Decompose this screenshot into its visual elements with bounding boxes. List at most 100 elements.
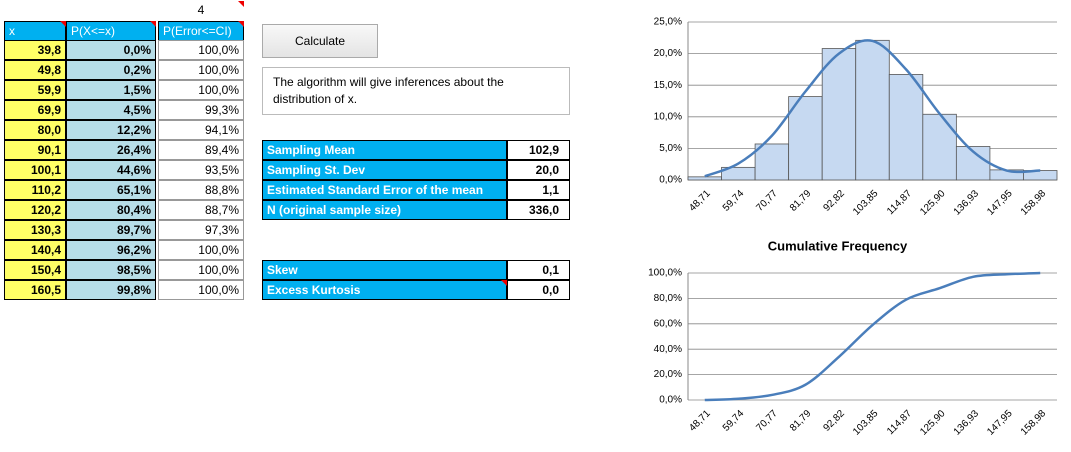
table-cell: 140,4 — [4, 240, 66, 260]
table-cell: 100,0% — [158, 40, 244, 60]
table-cell: 99,8% — [66, 280, 156, 300]
table-cell: 99,3% — [158, 100, 244, 120]
table-cell: 89,7% — [66, 220, 156, 240]
x-tick-label: 125,90 — [918, 188, 948, 218]
x-tick-label: 81,79 — [788, 408, 814, 434]
table-cell: 100,0% — [158, 80, 244, 100]
table-cell: 80,4% — [66, 200, 156, 220]
table-cell: 4,5% — [66, 100, 156, 120]
bar — [1023, 170, 1058, 181]
comment-marker — [501, 280, 507, 286]
stat-value: 0,1 — [507, 260, 570, 280]
stat-label: Sampling St. Dev — [262, 160, 507, 180]
table-cell: 90,1 — [4, 140, 66, 160]
stat-value: 1,1 — [507, 180, 570, 200]
comment-marker — [238, 1, 244, 7]
stat-label: Sampling Mean — [262, 140, 507, 160]
table-cell: 98,5% — [66, 260, 156, 280]
table-cell: 80,0 — [4, 120, 66, 140]
x-tick-label: 70,77 — [754, 408, 780, 434]
bar — [754, 143, 790, 181]
table-cell: 69,9 — [4, 100, 66, 120]
bar — [989, 169, 1024, 181]
column-header: P(Error<=CI) — [158, 21, 244, 41]
stat-value: 102,9 — [507, 140, 570, 160]
y-tick-label: 100,0% — [648, 268, 682, 279]
fit-curve — [704, 39, 1041, 178]
table-cell: 96,2% — [66, 240, 156, 260]
y-tick-label: 80,0% — [654, 293, 682, 304]
table-cell: 44,6% — [66, 160, 156, 180]
bar — [721, 166, 756, 181]
table-cell: 88,8% — [158, 180, 244, 200]
y-tick-label: 60,0% — [654, 318, 682, 329]
bar — [821, 48, 857, 181]
x-tick-label: 158,98 — [1019, 188, 1049, 218]
table-cell: 130,3 — [4, 220, 66, 240]
stat-value: 20,0 — [507, 160, 570, 180]
stat-label: Skew — [262, 260, 507, 280]
x-tick-label: 114,87 — [885, 408, 914, 437]
button[interactable]: Calculate — [262, 24, 378, 58]
x-tick-label: 81,79 — [788, 188, 814, 214]
table-cell: 100,0% — [158, 240, 244, 260]
x-tick-label: 70,77 — [754, 188, 780, 214]
table-cell: 93,5% — [158, 160, 244, 180]
bar — [788, 96, 823, 181]
bar — [687, 176, 722, 181]
y-tick-label: 5,0% — [659, 143, 682, 154]
bar — [888, 74, 924, 181]
table-cell: 110,2 — [4, 180, 66, 200]
stat-label: Estimated Standard Error of the mean — [262, 180, 507, 200]
y-tick-label: 25,0% — [654, 17, 682, 28]
column-header: x — [4, 21, 66, 41]
y-tick-label: 40,0% — [654, 344, 682, 355]
y-tick-label: 0,0% — [659, 175, 682, 186]
table-cell: 94,1% — [158, 120, 244, 140]
x-tick-label: 103,85 — [851, 188, 881, 218]
x-tick-label: 125,90 — [918, 408, 948, 438]
y-tick-label: 15,0% — [654, 80, 682, 91]
note: The algorithm will give inferences about… — [262, 67, 570, 115]
ci-value: 4 — [197, 3, 205, 17]
column-header: P(X<=x) — [66, 21, 156, 41]
x-tick-label: 103,85 — [851, 408, 881, 438]
table-cell: 1,5% — [66, 80, 156, 100]
stat-value: 336,0 — [507, 200, 570, 220]
y-tick-label: 10,0% — [654, 111, 682, 122]
stat-label: N (original sample size) — [262, 200, 507, 220]
table-cell: 100,0% — [158, 260, 244, 280]
chart-title: Cumulative Frequency — [768, 238, 908, 253]
bar — [855, 39, 890, 181]
comment-marker — [60, 21, 66, 27]
y-tick-label: 0,0% — [659, 395, 682, 406]
bar — [955, 146, 991, 181]
comment-marker — [150, 21, 156, 27]
table-cell: 88,7% — [158, 200, 244, 220]
table-cell: 97,3% — [158, 220, 244, 240]
x-tick-label: 147,95 — [985, 408, 1015, 438]
table-cell: 100,0% — [158, 280, 244, 300]
x-tick-label: 136,93 — [952, 188, 982, 218]
stat-label: Excess Kurtosis — [262, 280, 507, 300]
table-cell: 0,0% — [66, 40, 156, 60]
x-tick-label: 136,93 — [952, 408, 982, 438]
table-cell: 120,2 — [4, 200, 66, 220]
x-tick-label: 92,82 — [821, 408, 847, 434]
table-cell: 0,2% — [66, 60, 156, 80]
x-tick-label: 92,82 — [821, 188, 847, 214]
x-tick-label: 48,71 — [687, 408, 713, 434]
x-tick-label: 114,87 — [885, 188, 914, 217]
table-cell: 59,9 — [4, 80, 66, 100]
table-cell: 49,8 — [4, 60, 66, 80]
table-cell: 26,4% — [66, 140, 156, 160]
x-tick-label: 48,71 — [687, 188, 713, 214]
x-tick-label: 147,95 — [985, 188, 1015, 218]
comment-marker — [238, 21, 244, 27]
x-tick-label: 59,74 — [721, 188, 747, 214]
table-cell: 89,4% — [158, 140, 244, 160]
table-cell: 100,1 — [4, 160, 66, 180]
table-cell: 12,2% — [66, 120, 156, 140]
table-cell: 150,4 — [4, 260, 66, 280]
